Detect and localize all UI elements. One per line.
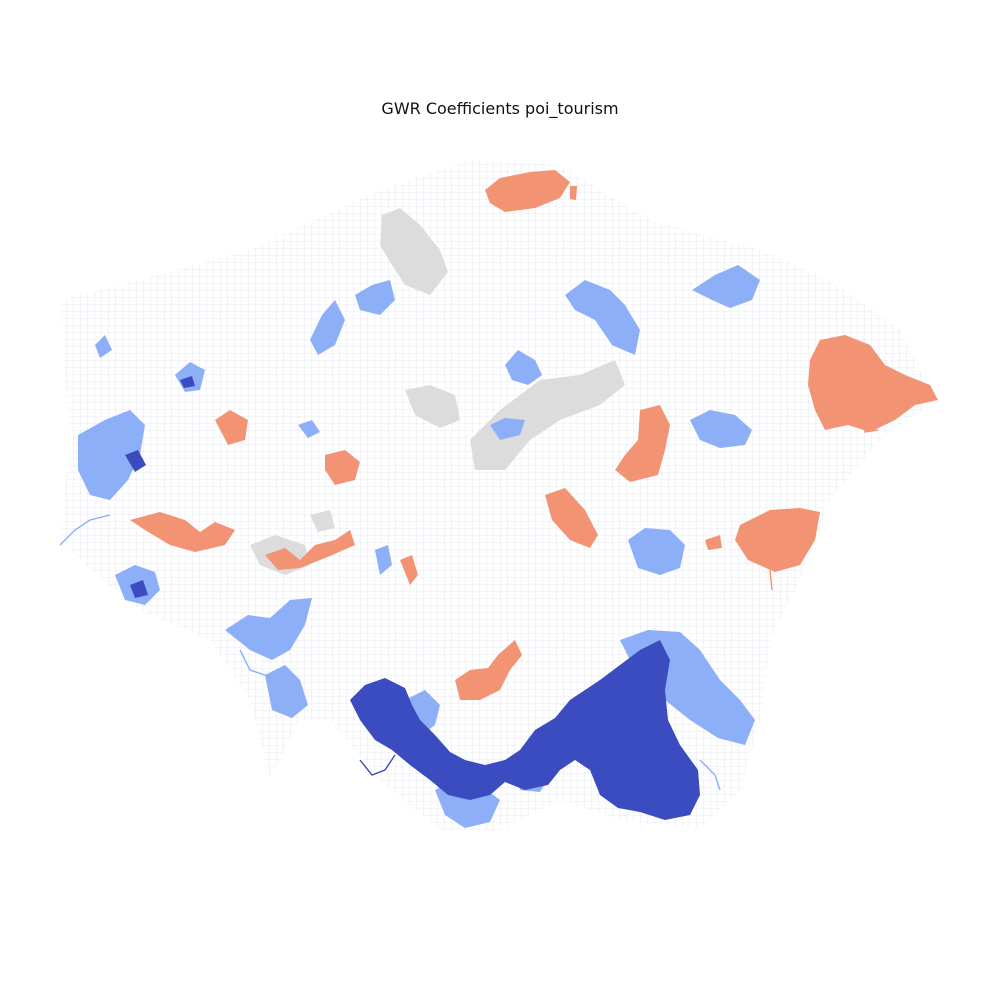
positive-patch	[325, 450, 360, 485]
strong-negative-patch	[125, 450, 146, 472]
positive-patch	[545, 488, 598, 548]
map-title: GWR Coefficients poi_tourism	[381, 99, 619, 118]
negative-patch	[265, 665, 308, 718]
road-stroke	[839, 394, 926, 406]
positive-patch	[400, 555, 418, 585]
negative-patch	[78, 410, 145, 500]
strong-negative-patch	[180, 376, 195, 388]
road-stroke	[59, 514, 111, 546]
negative-patch	[225, 598, 312, 660]
positive-patch	[265, 530, 355, 570]
negative-patch	[95, 335, 112, 358]
positive-patch	[130, 512, 235, 552]
negative-patch	[355, 280, 395, 315]
neutral-patch	[405, 385, 460, 428]
positive-patch	[615, 405, 670, 482]
negative-patch	[490, 418, 525, 440]
negative-patch	[375, 545, 392, 575]
road-stroke	[579, 719, 646, 756]
negative-patches	[78, 265, 760, 828]
neutral-patch	[380, 208, 448, 295]
background-network	[60, 160, 935, 830]
negative-patch	[505, 350, 542, 385]
network-footprint	[60, 160, 935, 830]
negative-patch	[565, 280, 640, 355]
positive-patch	[570, 186, 577, 200]
positive-patches	[130, 170, 938, 700]
negative-patch	[310, 300, 345, 355]
strong-negative-patch	[350, 640, 700, 820]
negative-patch	[690, 410, 752, 448]
positive-patch	[485, 170, 570, 212]
road-stroke	[699, 759, 721, 791]
road-stroke	[769, 569, 773, 591]
positive-patch	[808, 335, 938, 432]
strong-negative-patches	[125, 376, 700, 820]
road-strokes	[59, 394, 926, 811]
road-stroke	[359, 754, 396, 776]
positive-patch	[215, 410, 248, 445]
positive-patch	[735, 508, 820, 572]
road-stroke	[239, 649, 269, 677]
positive-patch	[455, 640, 522, 700]
negative-patch	[298, 420, 320, 438]
road-stroke	[609, 759, 691, 811]
road-stroke	[861, 414, 879, 433]
neutral-patch	[310, 510, 335, 532]
neutral-patch	[470, 360, 625, 470]
negative-patch	[692, 265, 760, 308]
strong-negative-patch	[130, 580, 148, 598]
positive-patch	[705, 535, 722, 550]
negative-patch	[628, 528, 685, 575]
